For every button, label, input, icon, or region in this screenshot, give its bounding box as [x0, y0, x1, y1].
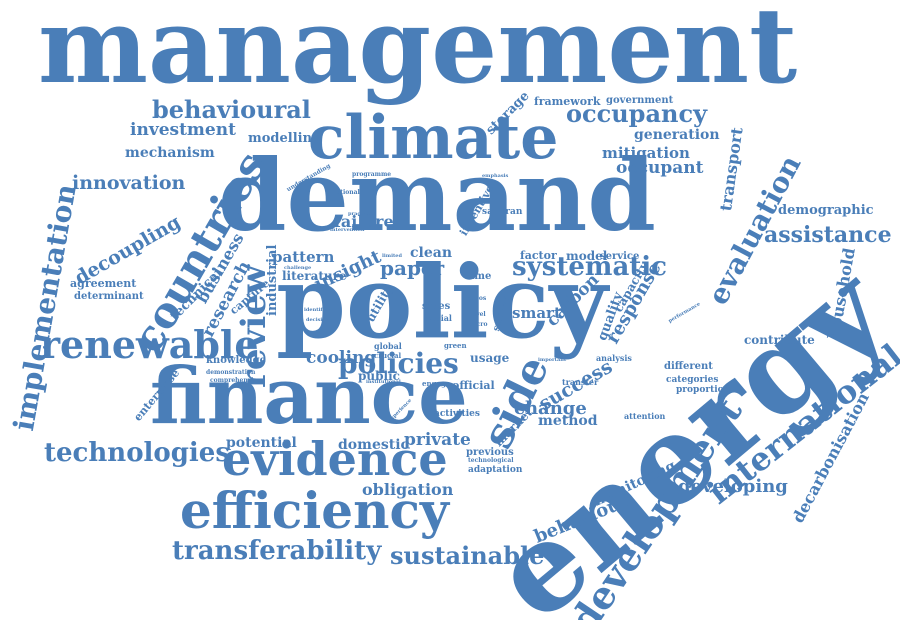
- word-demand: demand: [218, 139, 656, 254]
- word-usage: usage: [470, 351, 510, 365]
- word-transfer: transfer: [562, 377, 599, 387]
- word-public: public: [358, 369, 400, 383]
- word-occupancy: occupancy: [566, 99, 708, 128]
- word-management: management: [38, 0, 798, 107]
- word-implementation: implementation: [7, 181, 83, 434]
- word-knowledge: knowledge: [206, 355, 266, 366]
- word-obligation: obligation: [362, 480, 454, 499]
- word-identifies: identifies: [304, 307, 331, 313]
- word-developing: developing: [678, 476, 788, 497]
- word-climate: climate: [308, 103, 559, 173]
- word-literature: literature: [282, 269, 347, 283]
- word-model: model: [566, 249, 608, 263]
- word-mitigation: mitigation: [602, 144, 690, 162]
- word-occupant: occupant: [616, 158, 704, 178]
- word-investment: investment: [130, 120, 236, 140]
- word-level: level: [470, 311, 486, 318]
- word-government: government: [606, 95, 674, 106]
- word-technological: technological: [468, 457, 514, 464]
- word-performance: performance: [667, 301, 702, 325]
- word-clean: clean: [410, 245, 452, 261]
- word-official: official: [452, 379, 495, 392]
- word-evidence: evidence: [222, 432, 448, 486]
- word-important: important: [538, 357, 567, 363]
- word-mechanism: mechanism: [125, 145, 215, 161]
- word-factor: factor: [520, 249, 557, 262]
- word-assistance: assistance: [764, 222, 892, 248]
- word-technologies: technologies: [44, 438, 230, 468]
- word-change: change: [514, 398, 587, 419]
- word-transport: transport: [716, 126, 747, 213]
- word-smes: smes: [422, 301, 451, 312]
- word-demonstration: demonstration: [206, 369, 256, 376]
- word-sustainable: sustainable: [390, 541, 545, 570]
- word-decision: decision: [306, 317, 330, 323]
- word-challenge: challenge: [284, 265, 312, 271]
- word-different: different: [664, 361, 713, 372]
- word-cooling: cooling: [306, 348, 377, 368]
- word-programme: programme: [352, 171, 392, 178]
- word-proportion: proportion: [676, 385, 731, 395]
- word-attention: attention: [624, 411, 666, 421]
- word-activities: activities: [434, 409, 480, 419]
- word-pattern: pattern: [272, 248, 335, 266]
- word-efficiency: efficiency: [180, 481, 449, 540]
- word-domestic: domestic: [338, 437, 410, 453]
- word-comprehensive: comprehensive: [210, 377, 261, 384]
- word-transferability: transferability: [172, 536, 382, 566]
- word-global: global: [374, 341, 402, 351]
- word-institutional: institutional: [366, 379, 401, 385]
- word-previous: previous: [466, 447, 514, 458]
- word-crucial: crucial: [374, 351, 402, 360]
- word-green: green: [444, 341, 467, 350]
- word-determinant: determinant: [74, 291, 144, 302]
- word-engage: engage: [422, 379, 451, 388]
- word-service: service: [600, 251, 640, 262]
- word-innovation: innovation: [72, 172, 186, 194]
- word-contribute: contribute: [744, 333, 815, 347]
- word-analysis: analysis: [596, 353, 632, 363]
- word-categories: categories: [666, 375, 719, 385]
- word-time: time: [466, 271, 492, 282]
- word-social: social: [426, 313, 452, 323]
- word-generation: generation: [634, 127, 720, 143]
- word-micro: micro: [468, 321, 488, 328]
- word-policies: policies: [338, 347, 459, 380]
- word-policy: policy: [276, 243, 608, 361]
- word-smart: smart: [512, 304, 561, 322]
- word-potential: potential: [226, 435, 297, 451]
- word-finance: finance: [150, 351, 468, 442]
- word-emphasis: emphasis: [482, 173, 509, 179]
- word-escos: escos: [468, 295, 487, 302]
- word-private: private: [404, 430, 471, 450]
- word-industrial: industrial: [265, 244, 280, 316]
- word-systematic: systematic: [512, 252, 668, 282]
- word-renewable: renewable: [40, 322, 259, 367]
- word-demographic: demographic: [778, 203, 874, 218]
- word-modelling: modelling: [248, 131, 322, 146]
- word-practical: practical: [348, 211, 373, 217]
- word-method: method: [538, 413, 598, 429]
- word-intervention: intervention: [330, 227, 365, 233]
- word-paper: paper: [380, 256, 445, 280]
- word-framework: framework: [534, 95, 601, 108]
- word-failure: failure: [334, 212, 394, 231]
- word-national: national: [332, 189, 360, 196]
- word-adaptation: adaptation: [468, 465, 523, 475]
- word-behavioural: behavioural: [152, 95, 311, 124]
- word-agreement: agreement: [70, 277, 137, 290]
- word-saharan: saharan: [482, 207, 523, 217]
- word-limited: limited: [382, 253, 402, 259]
